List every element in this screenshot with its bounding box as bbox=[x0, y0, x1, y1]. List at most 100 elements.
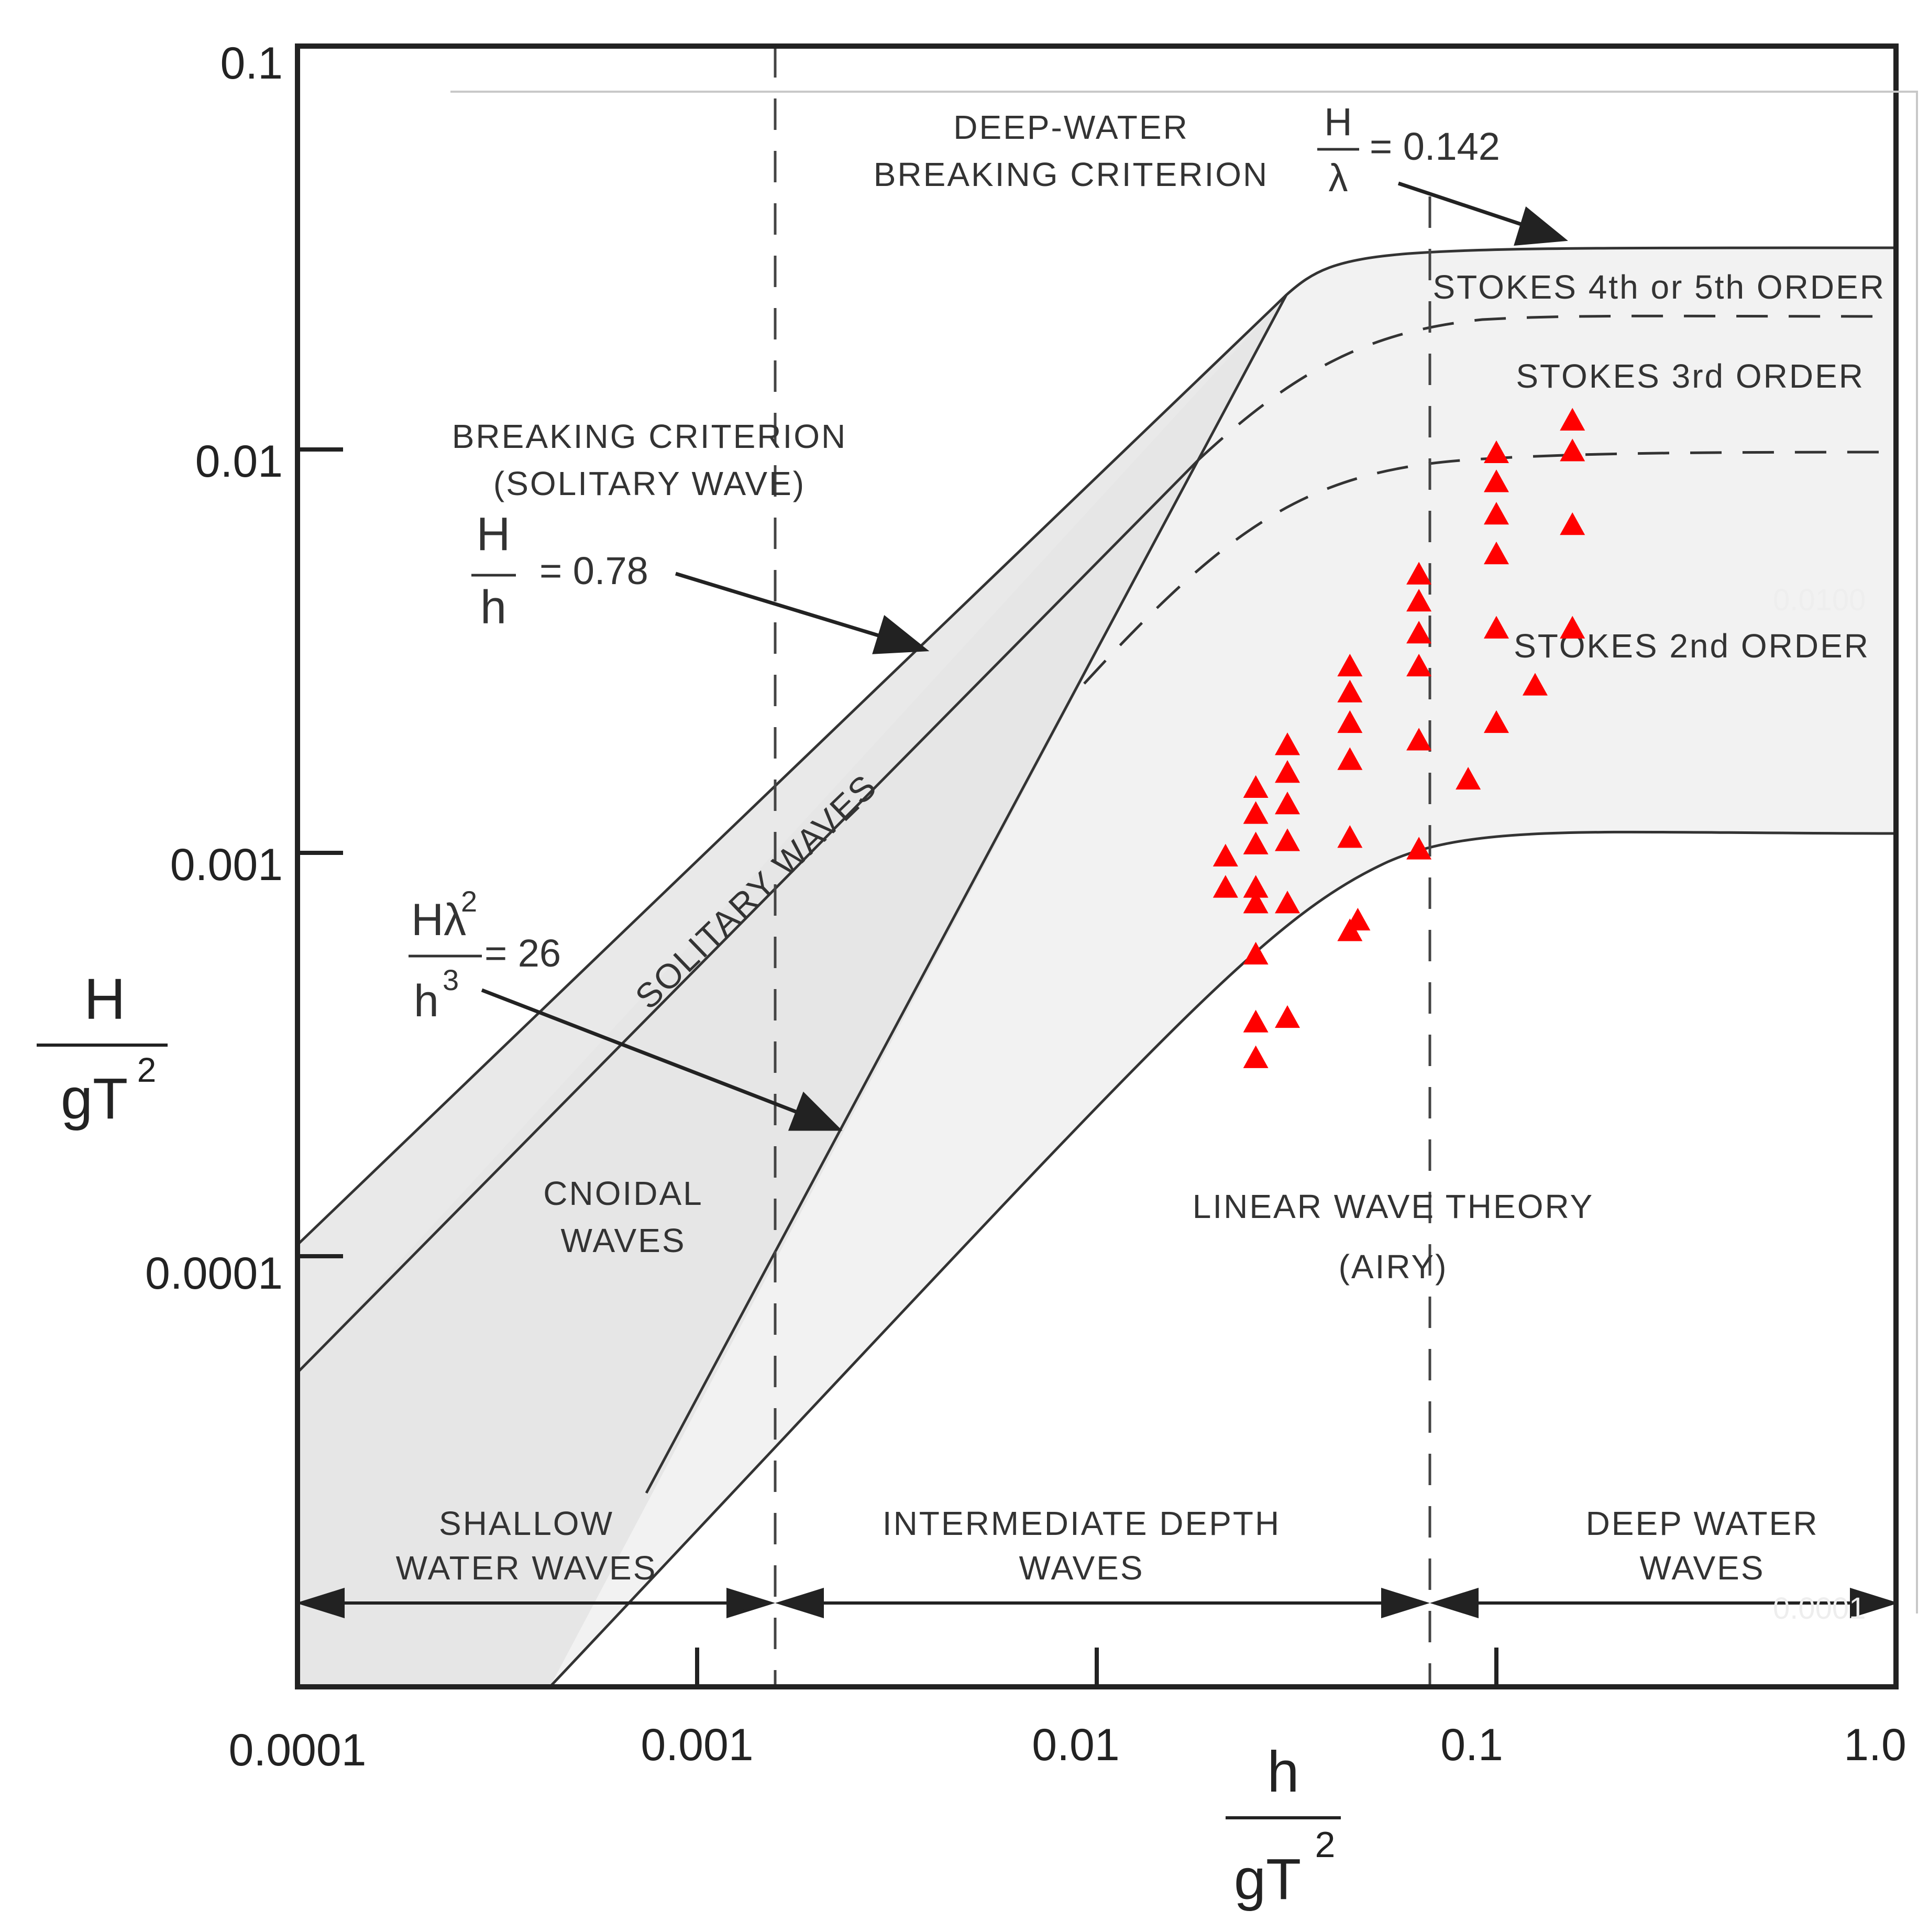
data-point-marker bbox=[1560, 616, 1585, 639]
deep-label-line1: DEEP WATER bbox=[1586, 1505, 1819, 1542]
x-axis-ticks bbox=[695, 1648, 1498, 1687]
solitary-ratio-arrow bbox=[675, 572, 891, 641]
solitary-ratio-numerator: H bbox=[477, 508, 511, 561]
intermediate-arrow-right bbox=[1381, 1587, 1430, 1619]
data-point-marker bbox=[1337, 653, 1363, 677]
intermediate-arrow-left bbox=[775, 1587, 824, 1619]
shallow-arrow-left bbox=[295, 1587, 345, 1619]
cnoidal-label-line2: WAVES bbox=[560, 1222, 686, 1259]
ursell-arrowhead bbox=[788, 1091, 843, 1131]
y-axis-label: H gT 2 bbox=[37, 967, 168, 1131]
ursell-arrow bbox=[481, 988, 808, 1118]
stokes-4-5-label: STOKES 4th or 5th ORDER bbox=[1432, 268, 1886, 306]
x-tick-label: 0.1 bbox=[1440, 1720, 1503, 1770]
data-point-marker bbox=[1560, 408, 1585, 431]
overlay-frame-line bbox=[450, 91, 1918, 1613]
data-point-marker bbox=[1275, 760, 1300, 783]
overlay-label-0001: 0.0001 bbox=[1773, 1591, 1866, 1626]
data-point-marker bbox=[1484, 541, 1509, 565]
x-tick-labels: 0.0001 0.001 0.01 0.1 1.0 bbox=[228, 1720, 1906, 1775]
data-point-marker bbox=[1484, 616, 1509, 639]
data-point-marker bbox=[1243, 1045, 1269, 1068]
y-axis-label-numerator: H bbox=[84, 967, 125, 1031]
deep-breaking-arrowhead bbox=[1514, 206, 1568, 246]
ursell-numerator: Hλ bbox=[411, 895, 466, 945]
y-axis-label-exponent: 2 bbox=[137, 1050, 157, 1089]
x-axis-label: h gT 2 bbox=[1226, 1740, 1341, 1912]
y-tick-label: 0.01 bbox=[195, 436, 283, 487]
deep-water-ratio-numerator: H bbox=[1324, 100, 1352, 144]
y-tick-label: 0.001 bbox=[170, 840, 283, 890]
stokes-2nd-3rd-boundary bbox=[1083, 451, 1897, 685]
cnoidal-region-shade bbox=[297, 295, 1286, 1687]
data-point-marker bbox=[1212, 875, 1238, 898]
deep-breaking-arrow bbox=[1397, 181, 1541, 233]
data-point-marker bbox=[1212, 843, 1238, 866]
data-point-marker bbox=[1337, 679, 1363, 702]
x-axis-label-denominator: gT bbox=[1234, 1847, 1301, 1912]
y-tick-label: 0.0001 bbox=[145, 1248, 283, 1299]
data-point-marker bbox=[1484, 440, 1509, 463]
theory-curves bbox=[296, 246, 1897, 1688]
shallow-arrow-right bbox=[726, 1587, 776, 1619]
intermediate-label-line1: INTERMEDIATE DEPTH bbox=[883, 1505, 1281, 1542]
overlay-label-0100: 0.0100 bbox=[1773, 583, 1866, 617]
x-tick-label: 0.001 bbox=[641, 1720, 753, 1770]
solitary-limit-curve bbox=[296, 246, 1897, 1246]
data-point-marker bbox=[1406, 562, 1432, 585]
x-tick-label: 0.0001 bbox=[228, 1725, 366, 1775]
x-axis-label-numerator: h bbox=[1267, 1740, 1299, 1804]
data-markers bbox=[1212, 408, 1585, 1068]
stokes-3rd-4th-boundary bbox=[1198, 314, 1897, 460]
depth-boundaries bbox=[774, 46, 1431, 1687]
data-point-marker bbox=[1337, 710, 1363, 733]
linear-wave-label-line1: LINEAR WAVE THEORY bbox=[1193, 1188, 1594, 1225]
cnoidal-stokes-boundary bbox=[645, 294, 1288, 1494]
breaking-solitary-label-line2: (SOLITARY WAVE) bbox=[493, 465, 806, 502]
data-point-marker bbox=[1243, 1009, 1269, 1033]
data-point-marker bbox=[1522, 673, 1548, 696]
y-tick-label: 0.1 bbox=[220, 38, 283, 89]
data-point-marker bbox=[1243, 775, 1269, 798]
data-point-marker bbox=[1243, 941, 1269, 965]
linear-lower-bound-curve bbox=[549, 830, 1897, 1688]
data-point-marker bbox=[1560, 512, 1585, 535]
intermediate-label-line2: WAVES bbox=[1019, 1549, 1144, 1587]
data-point-marker bbox=[1484, 502, 1509, 525]
data-point-marker bbox=[1275, 828, 1300, 851]
theory-regions bbox=[297, 247, 1896, 1687]
ursell-numerator-exponent: 2 bbox=[461, 885, 477, 918]
solitary-ratio-value: = 0.78 bbox=[539, 549, 648, 592]
y-axis-ticks bbox=[297, 447, 343, 1258]
linear-wave-label-line2: (AIRY) bbox=[1339, 1248, 1448, 1286]
data-point-marker bbox=[1275, 792, 1300, 815]
deep-water-ratio-denominator: λ bbox=[1329, 156, 1348, 200]
data-point-marker bbox=[1560, 438, 1585, 462]
data-point-marker bbox=[1406, 589, 1432, 612]
data-point-marker bbox=[1406, 653, 1432, 677]
solitary-ratio-arrowhead bbox=[872, 615, 930, 654]
data-point-marker bbox=[1337, 825, 1363, 848]
callout-arrows bbox=[481, 181, 1568, 1131]
breaking-solitary-label-line1: BREAKING CRITERION bbox=[452, 418, 847, 455]
data-point-marker bbox=[1484, 710, 1509, 733]
stokes-3-label: STOKES 3rd ORDER bbox=[1516, 357, 1865, 395]
deep-label-line2: WAVES bbox=[1639, 1549, 1765, 1587]
depth-range-arrows bbox=[295, 1587, 1899, 1619]
x-tick-label: 1.0 bbox=[1844, 1720, 1906, 1770]
data-point-marker bbox=[1275, 732, 1300, 755]
deep-arrow-left bbox=[1429, 1587, 1479, 1619]
overlay-frame: 0.0100 0.0001 bbox=[450, 91, 1918, 1626]
data-point-marker bbox=[1406, 621, 1432, 644]
data-point-marker bbox=[1456, 766, 1481, 790]
data-point-marker bbox=[1337, 747, 1363, 770]
ursell-denominator-exponent: 3 bbox=[443, 963, 459, 996]
data-point-marker bbox=[1406, 728, 1432, 751]
solitary-ratio-denominator: h bbox=[480, 581, 506, 634]
y-axis-label-denominator: gT bbox=[61, 1067, 128, 1131]
deep-arrow-right bbox=[1850, 1587, 1899, 1619]
data-point-marker bbox=[1243, 831, 1269, 854]
data-point-marker bbox=[1484, 469, 1509, 492]
